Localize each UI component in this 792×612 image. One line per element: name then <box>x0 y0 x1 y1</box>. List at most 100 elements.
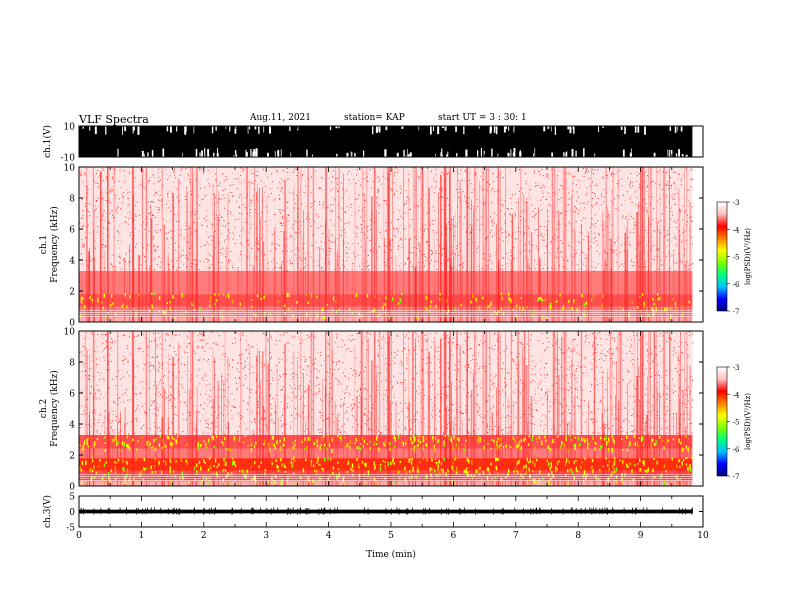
spectrogram-speckle <box>290 235 292 237</box>
spectrogram-speckle <box>103 169 105 171</box>
spectrogram-speckle <box>567 268 569 270</box>
spectrogram-speckle <box>408 179 410 181</box>
spectrogram-speckle <box>301 175 303 177</box>
spectrogram-speckle <box>636 180 638 182</box>
spectrogram-streak <box>678 234 681 322</box>
spectrogram-speckle <box>689 334 691 336</box>
spectrogram-speckle <box>690 375 692 377</box>
spectrogram-speckle <box>190 374 192 376</box>
spectrogram-speckle <box>493 383 495 385</box>
spectrogram-speckle <box>249 170 251 172</box>
spectrogram-speckle <box>416 411 418 413</box>
spectrogram-speckle <box>299 189 301 191</box>
spectrogram-speckle <box>571 172 573 174</box>
spectrogram-speckle <box>297 351 299 353</box>
spectrogram-speckle <box>598 233 600 235</box>
spectrogram-speckle <box>183 370 185 372</box>
spectrogram-speckle <box>607 350 609 352</box>
spectrogram-speckle <box>299 366 301 368</box>
spectrogram-streak <box>433 230 435 322</box>
spectrogram-speckle <box>217 220 219 222</box>
spectrogram-speckle <box>150 201 152 203</box>
spectrogram-speckle <box>251 199 253 201</box>
spectrogram-speckle <box>487 265 489 267</box>
spectrogram-speckle <box>441 253 443 255</box>
spectrogram-speckle <box>477 405 479 407</box>
spectrogram-speckle <box>421 237 423 239</box>
spectrogram-speckle <box>257 175 259 177</box>
spectrogram-speckle <box>543 239 545 241</box>
spectrogram-speckle <box>128 433 130 435</box>
spectrogram-speckle <box>589 248 591 250</box>
spectrogram-speckle <box>93 180 95 182</box>
spectrogram-speckle <box>157 256 159 258</box>
spectrogram-speckle <box>455 347 457 349</box>
spectrogram-streak <box>102 193 104 322</box>
waveform-gap <box>170 126 172 133</box>
spectrogram-speckle <box>243 353 245 355</box>
spectrogram-speckle <box>563 234 565 236</box>
spectrogram-speckle <box>211 223 213 225</box>
spectrogram-speckle <box>570 209 572 211</box>
spectrogram-speckle <box>533 259 535 261</box>
spectrogram-speckle <box>556 430 558 432</box>
spectrogram-speckle <box>174 168 176 170</box>
spectrogram-speckle <box>179 235 181 237</box>
spectrogram-speckle <box>248 181 250 183</box>
spectrogram-streak <box>669 167 670 322</box>
spectrogram-speckle <box>472 241 474 243</box>
spectrogram-speckle <box>551 428 553 430</box>
spectrogram-speckle <box>266 425 268 427</box>
spectrogram-speckle <box>541 209 543 211</box>
spectrogram-speckle <box>598 234 600 236</box>
spectrogram-streak <box>113 167 115 322</box>
spectrogram-speckle <box>602 349 604 351</box>
spectrogram-speckle <box>157 355 159 357</box>
spectrogram-speckle <box>610 332 612 334</box>
spectrogram-speckle <box>404 228 406 230</box>
spectrogram-speckle <box>553 238 555 240</box>
spectrogram-speckle <box>255 244 257 246</box>
spectrogram-speckle <box>488 395 490 397</box>
spectrogram-speckle <box>378 229 380 231</box>
spectrogram-speckle <box>346 260 348 262</box>
spectrogram-streak <box>689 202 691 322</box>
spectrogram-speckle <box>457 179 459 181</box>
spectrogram-speckle <box>352 349 354 351</box>
spectrogram-speckle <box>360 231 362 233</box>
spectrogram-speckle <box>673 262 675 264</box>
spectrogram-streak <box>636 212 638 322</box>
spectrogram-speckle <box>631 181 633 183</box>
spectrogram-speckle <box>459 264 461 266</box>
spectrogram-speckle <box>459 200 461 202</box>
spectrogram-speckle <box>366 266 368 268</box>
spectrogram-speckle <box>323 201 325 203</box>
spectrogram-speckle <box>634 225 636 227</box>
spectrogram-speckle <box>626 434 628 436</box>
waveform-gap <box>234 150 237 157</box>
spectrogram-speckle <box>113 401 115 403</box>
spectrogram-speckle <box>366 180 368 182</box>
spectrogram-speckle <box>560 250 562 252</box>
spectrogram-speckle <box>554 336 556 338</box>
spectrogram-speckle <box>385 358 387 360</box>
spectrogram-speckle <box>336 363 338 365</box>
spectrogram-speckle <box>611 200 613 202</box>
spectrogram-speckle <box>332 196 334 198</box>
spectrogram-speckle <box>625 386 627 388</box>
spectrogram-speckle <box>111 210 113 212</box>
waveform-gap <box>254 126 256 130</box>
spectrogram-speckle <box>470 432 472 434</box>
spectrogram-speckle <box>540 381 542 383</box>
spectrogram-speckle <box>376 381 378 383</box>
spectrogram-speckle <box>106 433 108 435</box>
spectrogram-speckle <box>117 335 119 337</box>
spectrogram-speckle <box>691 219 693 221</box>
spectrogram-streak <box>241 190 243 322</box>
spectrogram-speckle <box>401 239 403 241</box>
spectrogram-speckle <box>206 241 208 243</box>
spectrogram-speckle <box>154 421 156 423</box>
spectrogram-streak <box>488 167 490 322</box>
spectrogram-speckle <box>233 405 235 407</box>
spectrogram-speckle <box>367 254 369 256</box>
